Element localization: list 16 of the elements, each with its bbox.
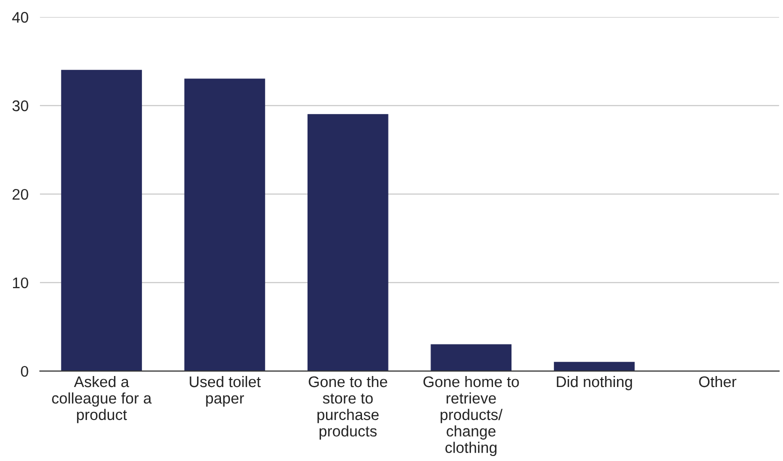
x-tick-label: Gone home to retrieve products/ change clothing: [423, 376, 519, 456]
bar: [308, 114, 388, 372]
y-tick-label: 10: [12, 277, 28, 288]
x-tick-label: Gone to the store to purchase products: [308, 376, 388, 440]
x-tick-label: Asked a colleague for a product: [52, 376, 152, 424]
bar: [184, 78, 266, 372]
bar: [61, 70, 142, 372]
y-tick-label: 20: [12, 188, 28, 200]
y-tick-label: 40: [12, 12, 28, 23]
bar: [554, 362, 635, 372]
bar: [430, 344, 512, 372]
y-tick-label: 30: [12, 100, 28, 112]
x-tick-label: Did nothing: [556, 376, 632, 390]
x-tick-label: Other: [699, 376, 736, 388]
x-tick-label: Used toilet paper: [190, 376, 261, 407]
y-tick-label: 0: [20, 366, 28, 377]
